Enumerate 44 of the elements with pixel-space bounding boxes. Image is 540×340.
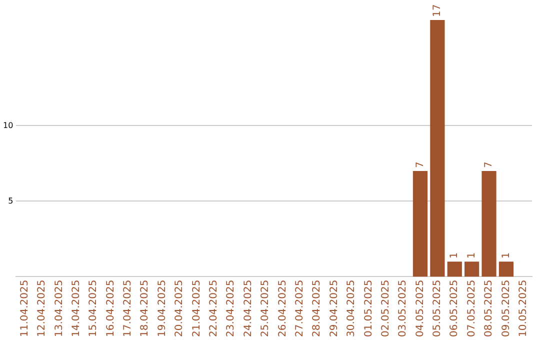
x-tick-label: 28.04.2025 bbox=[312, 280, 323, 338]
x-tick-label: 30.04.2025 bbox=[346, 280, 358, 338]
x-tick-label: 20.04.2025 bbox=[174, 280, 186, 338]
y-tick-label: 5 bbox=[8, 196, 14, 206]
x-tick-label: 24.04.2025 bbox=[242, 280, 254, 338]
bar bbox=[464, 262, 480, 277]
x-tick-label: 15.04.2025 bbox=[88, 280, 100, 338]
data-label: 7 bbox=[414, 162, 426, 168]
x-tick-label: 10.05.2025 bbox=[518, 280, 529, 338]
x-tick-label: 02.05.2025 bbox=[380, 280, 392, 338]
bar bbox=[412, 171, 428, 277]
x-tick-label: 16.04.2025 bbox=[105, 280, 116, 338]
y-tick-label: 10 bbox=[2, 120, 14, 130]
data-label: 1 bbox=[466, 252, 478, 259]
bar bbox=[430, 20, 445, 277]
x-tick-label: 04.05.2025 bbox=[414, 280, 426, 338]
bar bbox=[482, 171, 496, 277]
x-tick-label: 05.05.2025 bbox=[432, 280, 444, 338]
x-tick-label: 12.04.2025 bbox=[36, 280, 48, 338]
x-tick-label: 22.04.2025 bbox=[208, 280, 220, 338]
x-tick-label: 13.04.2025 bbox=[54, 280, 65, 338]
x-tick-label: 29.04.2025 bbox=[328, 280, 340, 338]
x-tick-label: 17.04.2025 bbox=[122, 280, 134, 338]
data-label: 7 bbox=[484, 162, 495, 168]
x-tick-label: 25.04.2025 bbox=[260, 280, 272, 338]
x-tick-label: 26.04.2025 bbox=[277, 280, 288, 338]
x-tick-label: 14.04.2025 bbox=[70, 280, 82, 338]
x-tick-label: 23.04.2025 bbox=[226, 280, 237, 338]
x-tick-label: 11.04.2025 bbox=[19, 280, 30, 338]
x-tick-label: 06.05.2025 bbox=[449, 280, 460, 338]
bar bbox=[498, 262, 514, 277]
data-label: 17 bbox=[432, 4, 444, 17]
x-tick-label: 08.05.2025 bbox=[484, 280, 495, 338]
x-tick-label: 09.05.2025 bbox=[500, 280, 512, 338]
x-tick-label: 21.04.2025 bbox=[191, 280, 202, 338]
bar bbox=[447, 262, 462, 277]
x-tick-label: 03.05.2025 bbox=[398, 280, 409, 338]
x-tick-label: 07.05.2025 bbox=[466, 280, 478, 338]
x-tick-label: 18.04.2025 bbox=[140, 280, 151, 338]
x-tick-label: 01.05.2025 bbox=[363, 280, 374, 338]
data-label: 1 bbox=[449, 252, 460, 259]
x-tick-label: 27.04.2025 bbox=[294, 280, 306, 338]
data-label: 1 bbox=[500, 252, 512, 259]
x-tick-label: 19.04.2025 bbox=[156, 280, 168, 338]
